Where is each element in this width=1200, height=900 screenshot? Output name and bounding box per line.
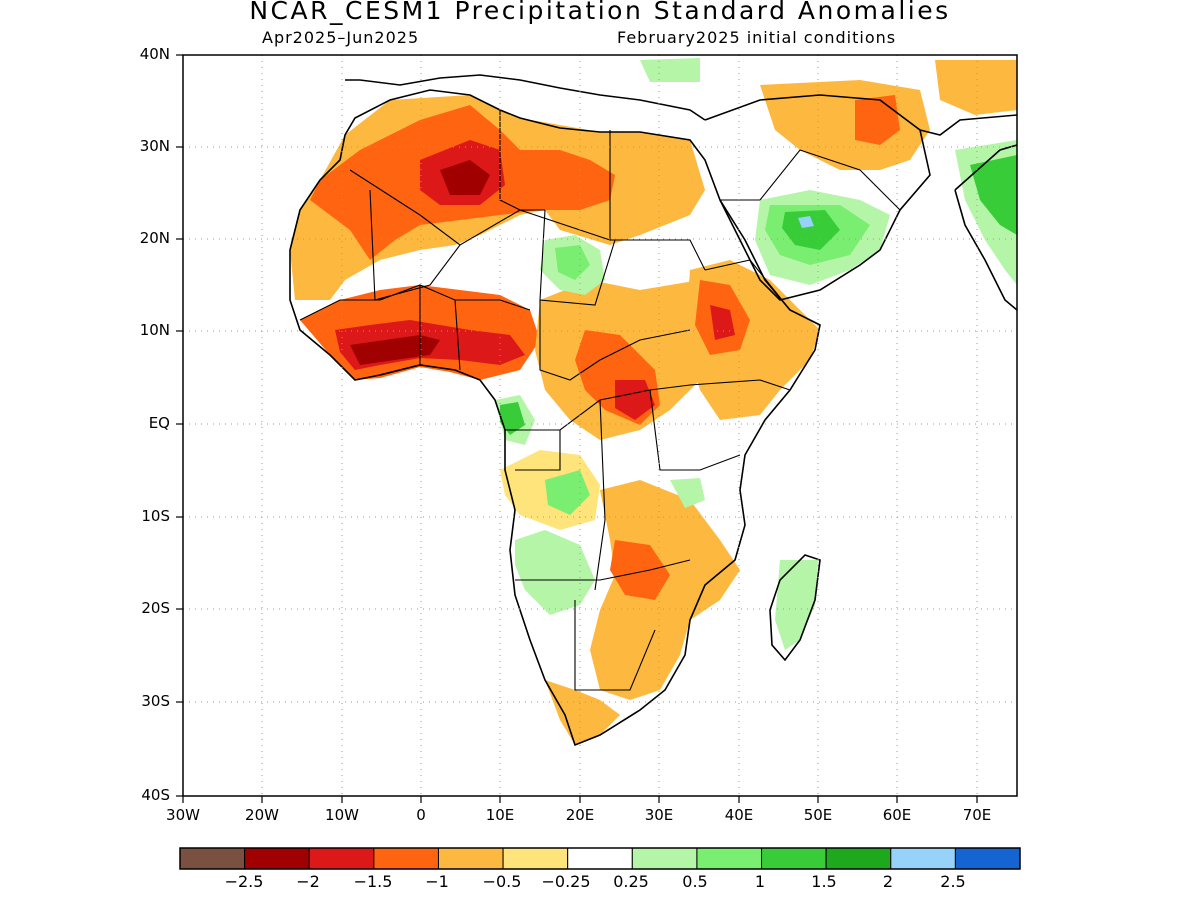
lon-label: 30E	[644, 806, 674, 824]
colorbar-label: −2	[296, 872, 320, 891]
colorbar-swatch	[696, 847, 763, 870]
lat-label: 40S	[141, 786, 170, 804]
colorbar-label: −2.5	[224, 872, 264, 891]
colorbar-label: 2.5	[940, 872, 966, 891]
lat-label: 40N	[139, 45, 170, 63]
colorbar-label: 0.25	[613, 872, 649, 891]
colorbar-swatch	[761, 847, 827, 870]
lon-label: 0	[416, 806, 426, 824]
grid-lines	[183, 55, 1017, 796]
plot-frame	[182, 54, 1018, 797]
lon-label: 40E	[724, 806, 754, 824]
colorbar-label: 2	[882, 872, 894, 891]
lat-label: EQ	[148, 414, 170, 432]
map-title: NCAR_CESM1 Precipitation Standard Anomal…	[249, 0, 951, 25]
lat-label: 20S	[141, 599, 170, 617]
lon-label: 60E	[882, 806, 912, 824]
colorbar	[179, 847, 1021, 870]
colorbar-label: 0.5	[682, 872, 708, 891]
coastlines	[289, 74, 1017, 747]
lon-label: 20E	[565, 806, 595, 824]
colorbar-swatch	[502, 847, 569, 870]
colorbar-label: −1	[425, 872, 449, 891]
colorbar-swatch	[179, 847, 246, 870]
lon-label: 70E	[962, 806, 992, 824]
colorbar-label: −0.5	[482, 872, 522, 891]
colorbar-swatch	[308, 847, 375, 870]
lon-label: 20W	[245, 806, 279, 824]
europe-land	[345, 55, 1017, 135]
colorbar-swatch	[825, 847, 892, 870]
colorbar-label: 1	[754, 872, 766, 891]
colorbar-swatch	[954, 847, 1021, 870]
forecast-period: Apr2025–Jun2025	[262, 28, 420, 47]
lon-label: 10E	[485, 806, 515, 824]
lat-label: 10S	[141, 507, 170, 525]
colorbar-swatch	[437, 847, 504, 870]
colorbar-swatch	[631, 847, 698, 870]
colorbar-frame	[179, 847, 1021, 870]
lat-label: 30N	[139, 137, 170, 155]
lat-label: 30S	[141, 692, 170, 710]
colorbar-label: 1.5	[811, 872, 837, 891]
country-borders	[299, 110, 901, 691]
colorbar-swatch	[890, 847, 956, 870]
colorbar-swatch	[567, 847, 633, 870]
lon-label: 30W	[166, 806, 200, 824]
lat-label: 10N	[139, 321, 170, 339]
anomaly-fill-wet	[495, 58, 1017, 650]
initial-conditions: February2025 initial conditions	[617, 28, 897, 47]
axis-ticks	[176, 54, 978, 803]
lon-label: 50E	[803, 806, 833, 824]
anomaly-fill-dry	[290, 60, 1017, 745]
colorbar-label: −1.5	[353, 872, 393, 891]
lat-label: 20N	[139, 229, 170, 247]
colorbar-label: −0.25	[541, 872, 591, 891]
colorbar-swatch	[244, 847, 310, 870]
lon-label: 10W	[325, 806, 359, 824]
colorbar-swatch	[373, 847, 439, 870]
